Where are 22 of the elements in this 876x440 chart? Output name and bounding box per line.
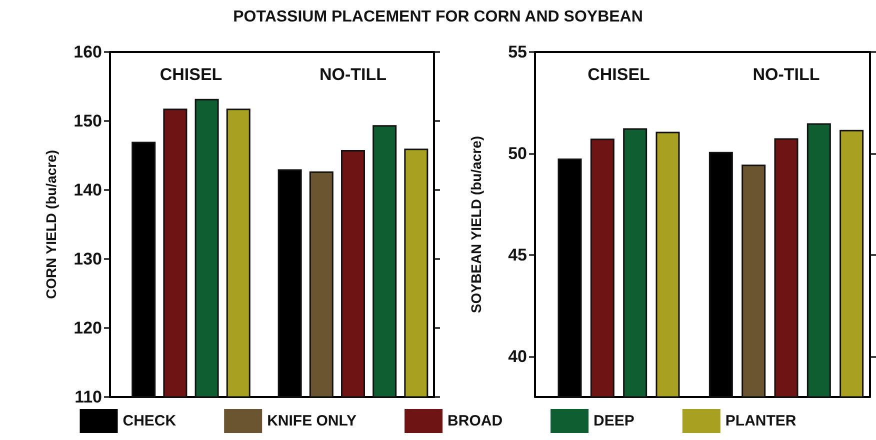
legend-label: KNIFE ONLY [267,412,357,430]
y-tick-label: 45 [508,245,527,264]
y-tick-label: 160 [74,42,102,62]
y-tick-label: 140 [74,180,102,200]
x-tick-label: NO-TILL [752,65,820,84]
legend-label: BROAD [448,412,503,430]
x-tick-label: CHISEL [588,65,650,84]
y-tick-label: 110 [74,388,102,406]
chart-title: POTASSIUM PLACEMENT FOR CORN AND SOYBEAN [233,8,643,26]
y-axis-title: CORN YIELD (bu/acre) [43,150,59,300]
y-tick-label: 150 [74,112,102,130]
x-tick-label: NO-TILL [319,65,387,84]
x-tick-label: CHISEL [160,65,222,84]
y-tick-label: 130 [74,250,102,268]
y-tick-label: 40 [508,346,527,366]
y-axis-title: SOYBEAN YIELD (bu/acre) [468,136,484,314]
legend-label: PLANTER [725,412,796,430]
y-tick-label: 120 [74,318,102,338]
legend-label: CHECK [122,412,176,430]
legend-label: DEEP [594,412,634,430]
y-tick-label: 50 [508,144,527,163]
y-tick-label: 55 [508,42,527,62]
